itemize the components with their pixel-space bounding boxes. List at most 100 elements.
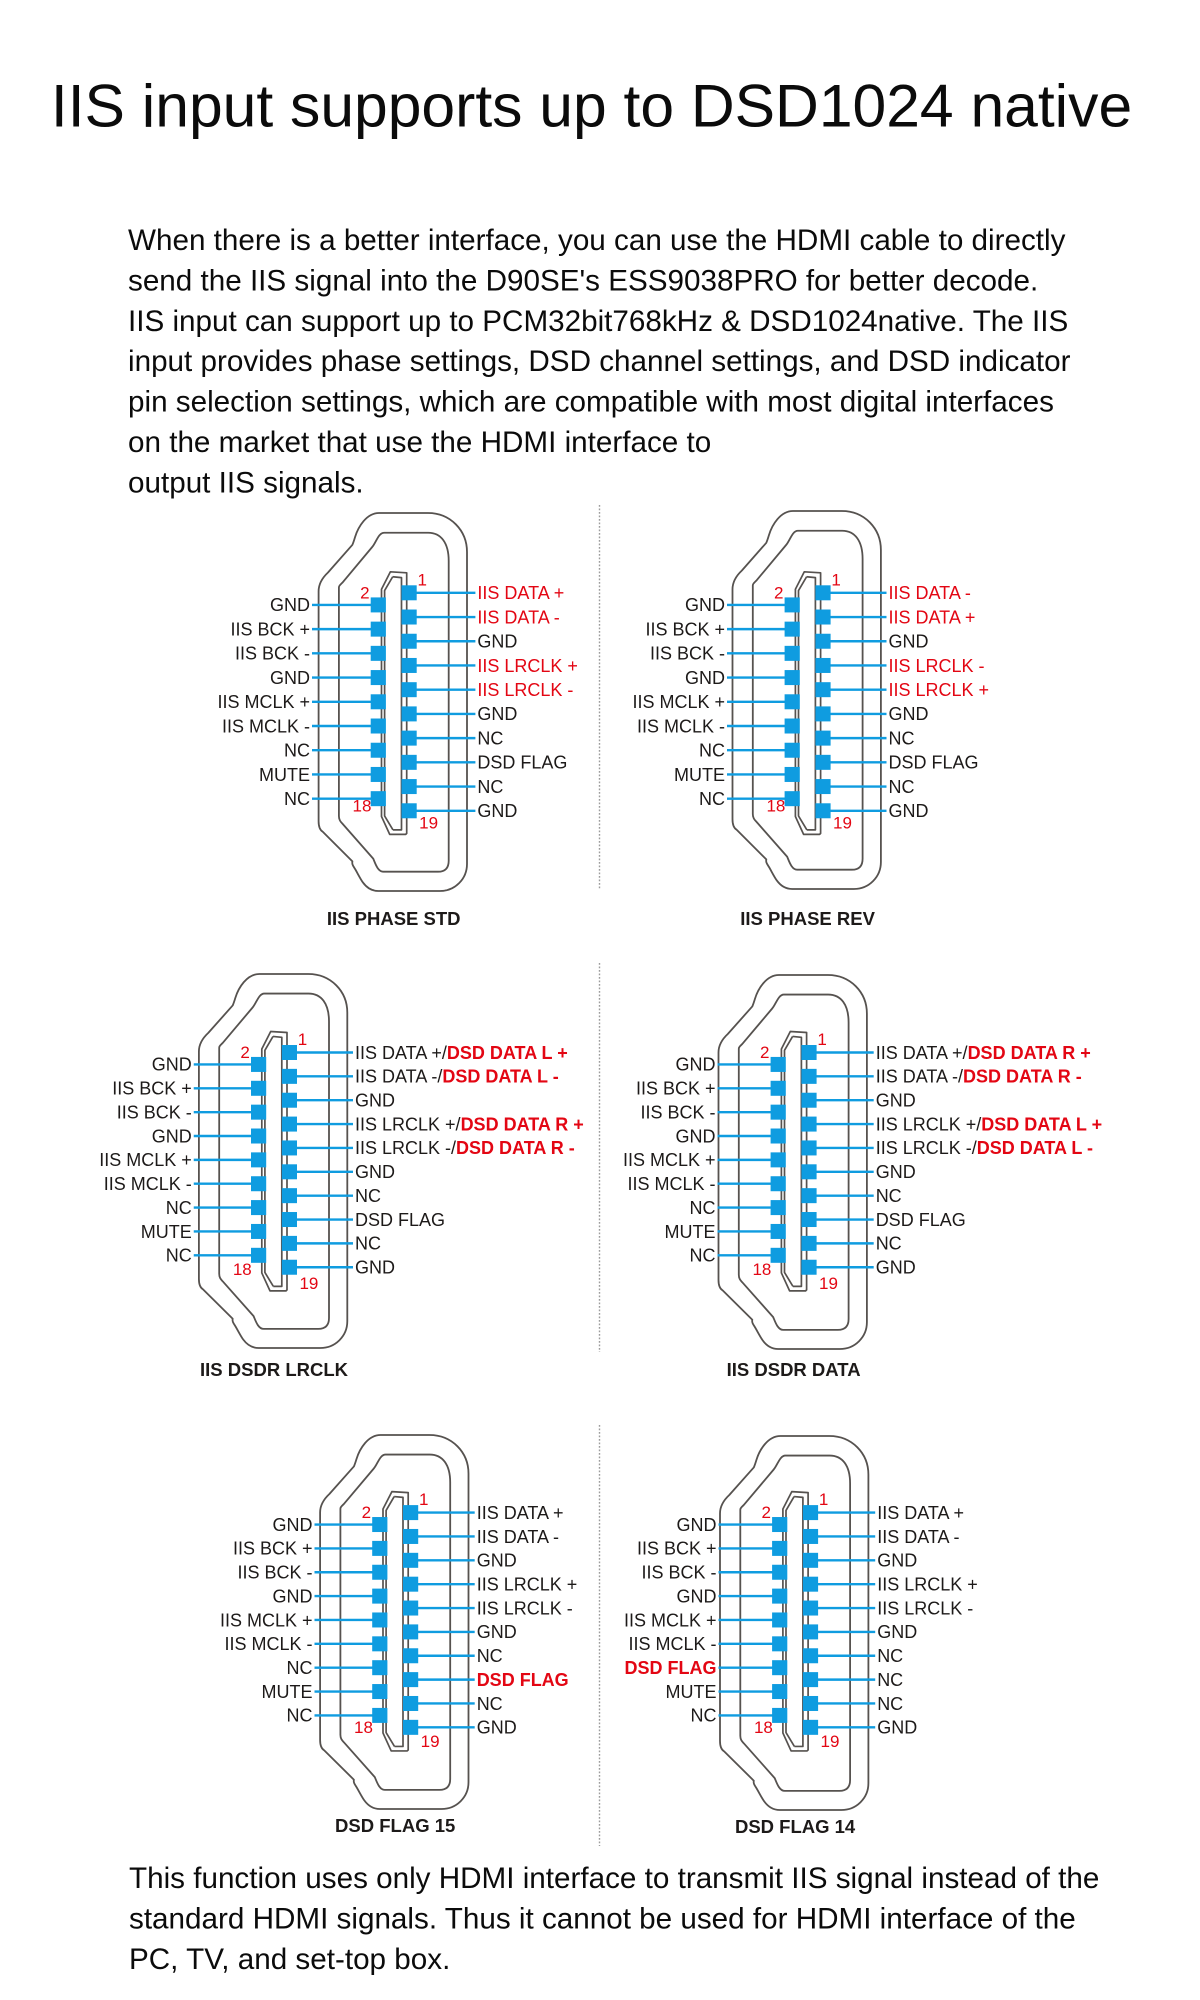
svg-text:MUTE: MUTE [259,765,310,785]
svg-text:GND: GND [889,801,929,821]
svg-text:1: 1 [419,1490,428,1509]
svg-text:IIS BCK +: IIS BCK + [233,1539,313,1559]
svg-text:IIS MCLK +: IIS MCLK + [217,692,310,712]
svg-text:GND: GND [877,1551,917,1571]
svg-text:GND: GND [685,668,725,688]
svg-text:1: 1 [817,1030,826,1049]
svg-text:IIS BCK +: IIS BCK + [636,1079,716,1099]
svg-text:MUTE: MUTE [674,765,725,785]
svg-text:NC: NC [691,1706,717,1726]
svg-text:IIS LRCLK -: IIS LRCLK - [889,656,985,676]
svg-text:IIS DATA +: IIS DATA + [477,1503,564,1523]
svg-text:GND: GND [477,632,517,652]
svg-text:IIS DATA +: IIS DATA + [477,583,564,603]
svg-text:IIS BCK -: IIS BCK - [650,644,725,664]
svg-text:GND: GND [676,1126,716,1146]
svg-text:IIS DATA -: IIS DATA - [477,607,559,627]
svg-text:IIS DATA +/DSD DATA L +: IIS DATA +/DSD DATA L + [355,1043,568,1063]
svg-text:18: 18 [354,1718,373,1737]
svg-text:NC: NC [877,1646,903,1666]
svg-text:GND: GND [677,1515,717,1535]
svg-text:IIS LRCLK +/DSD DATA L +: IIS LRCLK +/DSD DATA L + [876,1114,1102,1134]
svg-text:NC: NC [477,1646,503,1666]
svg-text:DSD FLAG: DSD FLAG [625,1658,717,1678]
svg-text:IIS LRCLK +/DSD DATA R +: IIS LRCLK +/DSD DATA R + [355,1114,584,1134]
svg-text:MUTE: MUTE [141,1222,192,1242]
svg-text:GND: GND [876,1162,916,1182]
svg-text:IIS MCLK -: IIS MCLK - [104,1174,192,1194]
svg-text:input provides phase settings,: input provides phase settings, DSD chann… [128,345,1071,378]
svg-text:NC: NC [284,741,310,761]
svg-text:GND: GND [270,595,310,615]
svg-text:NC: NC [690,1198,716,1218]
svg-text:1: 1 [298,1030,307,1049]
svg-text:GND: GND [355,1162,395,1182]
svg-text:NC: NC [284,789,310,809]
svg-text:NC: NC [166,1246,192,1266]
svg-text:2: 2 [360,583,369,602]
svg-text:IIS LRCLK -: IIS LRCLK - [477,1598,573,1618]
svg-text:GND: GND [889,704,929,724]
svg-text:IIS DATA -/DSD DATA R -: IIS DATA -/DSD DATA R - [876,1067,1082,1087]
svg-text:IIS DATA -: IIS DATA - [477,1527,559,1547]
svg-text:DSD FLAG 15: DSD FLAG 15 [335,1815,455,1836]
svg-text:GND: GND [152,1126,192,1146]
svg-text:GND: GND [477,1551,517,1571]
svg-text:GND: GND [273,1586,313,1606]
svg-text:GND: GND [876,1258,916,1278]
svg-text:IIS MCLK -: IIS MCLK - [224,1634,312,1654]
svg-text:NC: NC [876,1186,902,1206]
svg-text:GND: GND [877,1718,917,1738]
svg-text:IIS MCLK -: IIS MCLK - [637,716,725,736]
svg-text:2: 2 [362,1503,371,1522]
svg-text:PC, TV, and set-top box.: PC, TV, and set-top box. [129,1943,450,1976]
svg-text:GND: GND [677,1586,717,1606]
svg-text:18: 18 [754,1718,773,1737]
svg-text:1: 1 [831,570,840,589]
svg-text:IIS LRCLK +: IIS LRCLK + [889,680,990,700]
svg-text:19: 19 [821,1732,840,1751]
svg-text:NC: NC [889,777,915,797]
svg-text:IIS MCLK -: IIS MCLK - [222,716,310,736]
svg-text:DSD FLAG: DSD FLAG [889,753,979,773]
svg-text:NC: NC [889,728,915,748]
svg-text:IIS MCLK +: IIS MCLK + [624,1610,717,1630]
svg-text:1: 1 [417,570,426,589]
svg-text:IIS input supports up to DSD10: IIS input supports up to DSD1024 native [51,72,1132,140]
svg-text:IIS LRCLK +: IIS LRCLK + [877,1574,978,1594]
svg-text:18: 18 [766,796,785,815]
svg-text:IIS BCK +: IIS BCK + [645,619,725,639]
svg-text:IIS DATA -: IIS DATA - [889,583,971,603]
svg-text:DSD FLAG: DSD FLAG [876,1210,966,1230]
svg-text:IIS LRCLK +: IIS LRCLK + [477,1574,578,1594]
svg-text:NC: NC [699,741,725,761]
svg-text:19: 19 [819,1274,838,1293]
svg-text:2: 2 [761,1503,770,1522]
svg-text:on the market that use the HDM: on the market that use the HDMI interfac… [128,426,711,459]
svg-text:GND: GND [685,595,725,615]
svg-text:IIS BCK +: IIS BCK + [112,1079,192,1099]
svg-text:NC: NC [166,1198,192,1218]
svg-text:IIS input can support up to PC: IIS input can support up to PCM32bit768k… [128,305,1068,338]
svg-text:IIS DATA +/DSD DATA R +: IIS DATA +/DSD DATA R + [876,1043,1091,1063]
svg-text:IIS MCLK +: IIS MCLK + [632,692,725,712]
svg-text:IIS BCK -: IIS BCK - [640,1102,715,1122]
svg-text:IIS BCK +: IIS BCK + [637,1539,717,1559]
svg-text:IIS MCLK +: IIS MCLK + [623,1150,716,1170]
svg-text:2: 2 [240,1043,249,1062]
svg-text:19: 19 [419,813,438,832]
svg-text:19: 19 [421,1732,440,1751]
svg-text:IIS LRCLK -/DSD DATA R -: IIS LRCLK -/DSD DATA R - [355,1138,575,1158]
svg-text:NC: NC [690,1246,716,1266]
svg-text:NC: NC [287,1658,313,1678]
svg-text:NC: NC [355,1186,381,1206]
svg-text:IIS DSDR LRCLK: IIS DSDR LRCLK [200,1359,349,1380]
svg-text:GND: GND [355,1091,395,1111]
svg-text:IIS PHASE REV: IIS PHASE REV [740,908,875,929]
svg-text:DSD FLAG 14: DSD FLAG 14 [735,1816,856,1837]
svg-text:NC: NC [876,1234,902,1254]
svg-text:GND: GND [889,632,929,652]
svg-text:MUTE: MUTE [665,1222,716,1242]
svg-text:IIS PHASE STD: IIS PHASE STD [327,908,461,929]
svg-text:pin selection settings, which: pin selection settings, which are compat… [128,386,1054,419]
